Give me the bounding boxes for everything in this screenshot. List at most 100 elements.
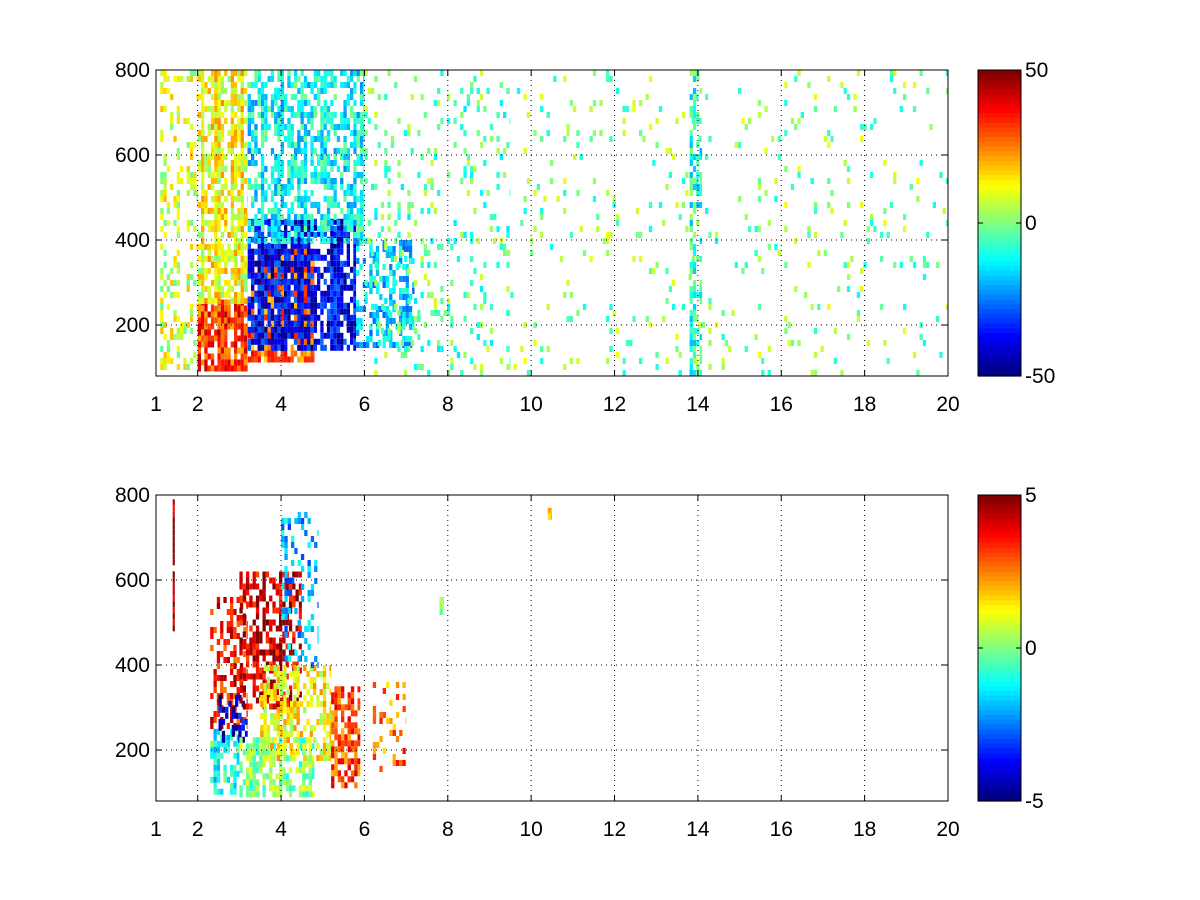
heatmap-cell [220, 214, 225, 220]
colorbar-swatch [978, 299, 1021, 305]
heatmap-cell [207, 208, 211, 214]
heatmap-cell [625, 106, 630, 112]
heatmap-cell [402, 336, 406, 342]
heatmap-cell [246, 755, 250, 762]
heatmap-cell [412, 258, 415, 264]
heatmap-cell [329, 713, 332, 719]
heatmap-cell [266, 689, 271, 695]
heatmap-cell [280, 148, 284, 154]
heatmap-cell [274, 220, 278, 226]
heatmap-cell [470, 172, 474, 178]
heatmap-cell [284, 124, 288, 130]
heatmap-cell [259, 637, 263, 644]
heatmap-cell [350, 70, 354, 76]
heatmap-cell [282, 773, 286, 780]
heatmap-cell [213, 681, 217, 687]
heatmap-cell [293, 332, 298, 339]
heatmap-cell [413, 364, 418, 370]
heatmap-cell [257, 184, 261, 190]
heatmap-cell [356, 306, 360, 312]
heatmap-cell [303, 683, 307, 689]
heatmap-cell [354, 746, 358, 753]
heatmap-cell [307, 254, 311, 261]
heatmap-cell [326, 70, 331, 76]
heatmap-cell [300, 166, 304, 172]
heatmap-cell [270, 178, 275, 184]
heatmap-cell [257, 266, 261, 273]
heatmap-cell [287, 296, 291, 303]
heatmap-cell [420, 256, 424, 262]
heatmap-cell [692, 124, 697, 130]
heatmap-cell [269, 779, 273, 786]
colorbar-swatch [978, 84, 1021, 90]
heatmap-cell [284, 614, 288, 620]
heatmap-cell [284, 190, 288, 196]
heatmap-cell [249, 673, 253, 680]
heatmap-cell [692, 304, 697, 310]
heatmap-cell [334, 728, 338, 735]
heatmap-cell [675, 202, 679, 208]
heatmap-cell [272, 649, 276, 656]
heatmap-cell [284, 218, 288, 225]
heatmap-cell [330, 338, 334, 345]
heatmap-cell [275, 649, 279, 656]
heatmap-cell [691, 256, 696, 262]
heatmap-cell [217, 148, 221, 154]
heatmap-cell [790, 340, 795, 346]
heatmap-cell [160, 82, 164, 88]
heatmap-cell [389, 252, 393, 258]
heatmap-cell [297, 148, 301, 154]
heatmap-cell [456, 352, 461, 358]
heatmap-cell [761, 358, 765, 364]
heatmap-cell [207, 88, 211, 94]
heatmap-cell [240, 232, 244, 238]
heatmap-cell [870, 214, 874, 220]
heatmap-cell [708, 232, 712, 238]
heatmap-cell [463, 106, 467, 112]
heatmap-cell [385, 336, 390, 342]
heatmap-cell [272, 583, 276, 590]
heatmap-cell [247, 178, 248, 184]
heatmap-cell [330, 326, 334, 333]
heatmap-cell [294, 608, 298, 614]
heatmap-cell [450, 244, 454, 250]
heatmap-cell [234, 112, 238, 118]
heatmap-cell [246, 779, 250, 786]
heatmap-cell [347, 722, 351, 729]
heatmap-cell [721, 310, 725, 316]
heatmap-cell [272, 785, 276, 792]
heatmap-cell [392, 246, 396, 252]
heatmap-cell [259, 691, 263, 698]
heatmap-cell [350, 686, 355, 693]
heatmap-cell [280, 242, 284, 249]
heatmap-cell [260, 338, 265, 345]
heatmap-cell [303, 230, 308, 237]
heatmap-cell [176, 316, 180, 322]
heatmap-cell [265, 571, 270, 578]
heatmap-cell [353, 296, 357, 303]
heatmap-cell [692, 244, 697, 250]
heatmap-cell [285, 697, 289, 704]
heatmap-cell [239, 607, 243, 614]
heatmap-cell [287, 260, 291, 267]
heatmap-cell [210, 184, 215, 190]
heatmap-cell [300, 308, 304, 315]
colorbar-swatch [978, 777, 1021, 783]
heatmap-cell [945, 70, 948, 76]
heatmap-cell [237, 172, 241, 178]
heatmap-cell [407, 202, 411, 208]
heatmap-cell [699, 184, 703, 190]
heatmap-cell [389, 300, 393, 306]
heatmap-cell [284, 284, 288, 291]
heatmap-cell [214, 220, 218, 226]
heatmap-cell [260, 106, 265, 112]
heatmap-cell [333, 178, 337, 184]
heatmap-cell [300, 290, 304, 297]
heatmap-cell [310, 202, 314, 208]
heatmap-cell [290, 260, 294, 267]
heatmap-cell [217, 262, 221, 268]
heatmap-cell [275, 583, 279, 590]
colorbar-swatch [978, 242, 1021, 248]
heatmap-cell [382, 312, 386, 318]
heatmap-cell [293, 755, 297, 761]
